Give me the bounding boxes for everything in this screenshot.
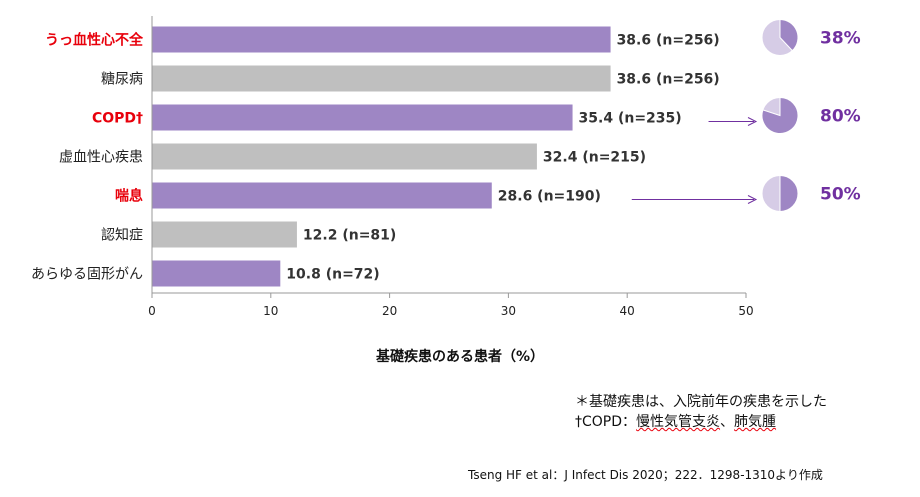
x-tick-label-5: 50	[738, 304, 753, 318]
pie-arrow-head-1	[747, 117, 758, 126]
footnote-2: †COPD：慢性気管支炎、肺気腫	[575, 411, 776, 431]
x-tick-label-1: 10	[263, 304, 278, 318]
footnote-2-term-2: 肺気腫	[734, 414, 777, 430]
source-citation: Tseng HF et al：J Infect Dis 2020；222．129…	[468, 468, 823, 482]
category-label-3: 虚血性心疾患	[59, 150, 143, 166]
pie-percent-0: 38%	[820, 29, 861, 49]
x-tick-label-3: 30	[501, 304, 516, 318]
pie-0: 38%	[761, 18, 861, 56]
bar-5	[152, 221, 297, 248]
x-tick-label-2: 20	[382, 304, 397, 318]
value-label-5: 12.2 (n=81)	[303, 228, 396, 244]
pie-1: 80%	[708, 96, 861, 134]
footnote-2-sep: 、	[720, 414, 735, 430]
x-axis: 0 10 20 30 40 50	[148, 16, 754, 318]
bar-4	[152, 182, 492, 209]
value-label-4: 28.6 (n=190)	[498, 189, 601, 205]
value-label-3: 32.4 (n=215)	[543, 150, 646, 166]
value-label-0: 38.6 (n=256)	[617, 33, 720, 49]
x-tick-label-0: 0	[148, 304, 156, 318]
category-label-0: うっ血性心不全	[45, 32, 144, 49]
pie-slice-0	[779, 18, 799, 52]
category-label-6: あらゆる固形がん	[31, 267, 143, 283]
category-label-2: COPD†	[92, 111, 143, 127]
x-tick-label-4: 40	[620, 304, 635, 318]
footnote-1: ＊基礎疾患は、入院前年の疾患を示した	[575, 394, 827, 410]
bar-6	[152, 260, 281, 287]
category-label-5: 認知症	[101, 227, 143, 244]
bars-group: うっ血性心不全 38.6 (n=256) 糖尿病 38.6 (n=256) COPD† 3…	[31, 26, 720, 287]
pie-percent-2: 50%	[820, 185, 861, 205]
bar-1	[152, 65, 611, 92]
pie-insets: 38% 80% 50%	[631, 18, 861, 213]
bar-3	[152, 143, 537, 170]
pie-2: 50%	[631, 174, 861, 213]
footnote-2-term-1: 慢性気管支炎	[636, 414, 721, 430]
x-axis-title: 基礎疾患のある患者（%）	[375, 349, 545, 365]
value-label-6: 10.8 (n=72)	[286, 267, 379, 283]
value-label-2: 35.4 (n=235)	[579, 111, 682, 127]
pie-percent-1: 80%	[820, 107, 861, 127]
pie-slice-2	[779, 174, 799, 213]
pie-arrow-head-2	[747, 195, 758, 204]
category-label-1: 糖尿病	[101, 72, 143, 88]
bar-0	[152, 26, 611, 53]
value-label-1: 38.6 (n=256)	[617, 72, 720, 88]
pie-slice-1	[761, 96, 799, 134]
footnote-2-prefix: †COPD：	[575, 414, 637, 430]
category-label-4: 喘息	[115, 188, 143, 205]
bar-2	[152, 104, 573, 131]
